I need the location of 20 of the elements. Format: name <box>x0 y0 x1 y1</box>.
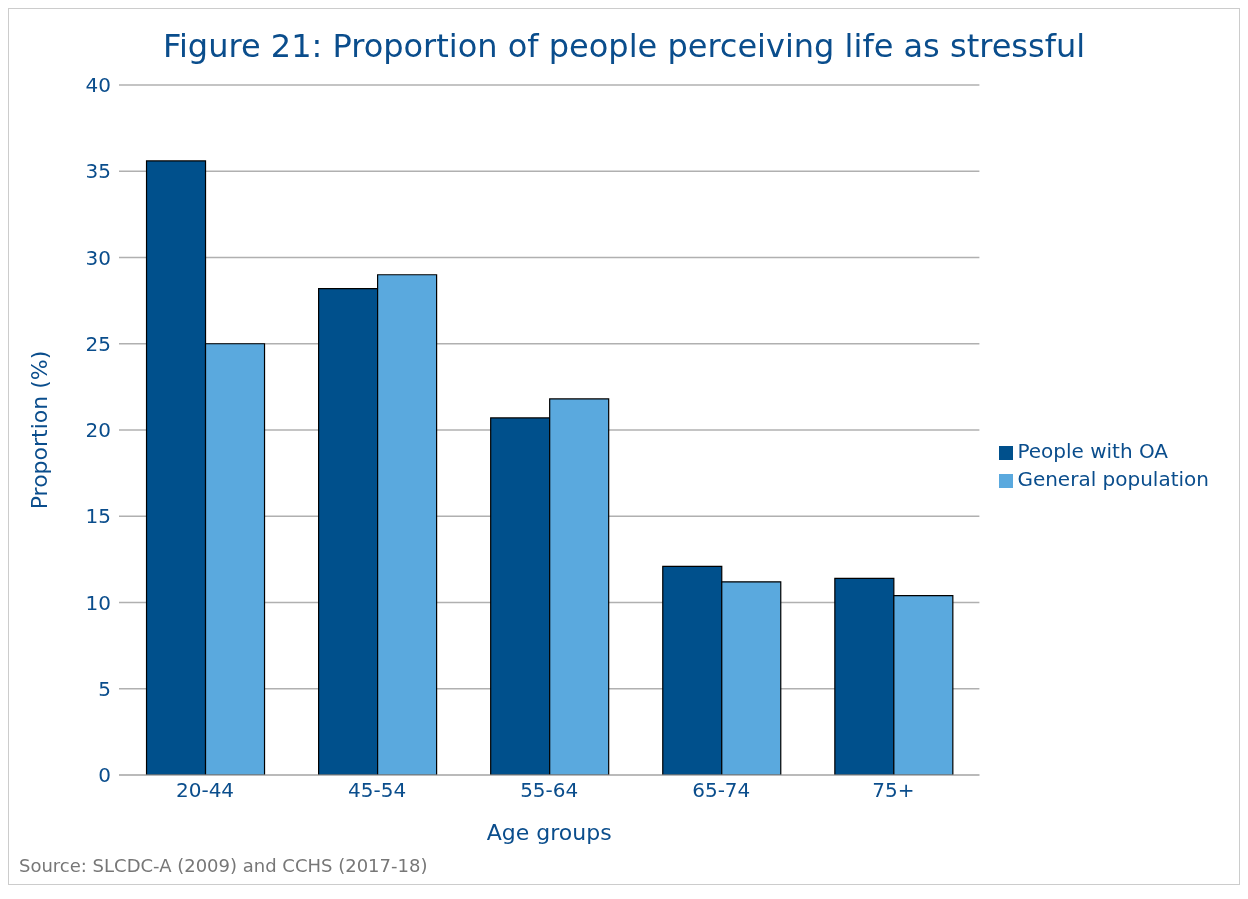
x-tick-label: 20-44 <box>175 778 235 803</box>
x-tick-label: 65-74 <box>692 778 751 803</box>
source-note: Source: SLCDC-A (2009) and CCHS (2017-18) <box>18 855 429 878</box>
y-tick-label: 15 <box>85 504 111 529</box>
y-tick-label: 5 <box>98 676 111 701</box>
y-axis-title: Proportion (%) <box>26 350 52 510</box>
x-tick-label: 45-54 <box>348 778 407 803</box>
y-tick-label: 40 <box>85 73 111 98</box>
legend-label: People with OA <box>1017 439 1169 463</box>
y-tick-label: 35 <box>85 159 111 184</box>
y-tick-label: 10 <box>85 590 111 615</box>
chart-title: Figure 21: Proportion of people perceiving life as stressful <box>161 26 1087 67</box>
y-tick-label: 20 <box>85 418 111 443</box>
x-tick-label: 55-64 <box>520 778 579 803</box>
legend-label: General population <box>1017 467 1209 491</box>
x-tick-label: 75+ <box>872 778 915 803</box>
x-axis-title: Age groups <box>486 820 612 845</box>
y-tick-label: 30 <box>85 245 111 270</box>
y-tick-label: 25 <box>85 331 111 356</box>
y-tick-label: 0 <box>98 763 111 788</box>
